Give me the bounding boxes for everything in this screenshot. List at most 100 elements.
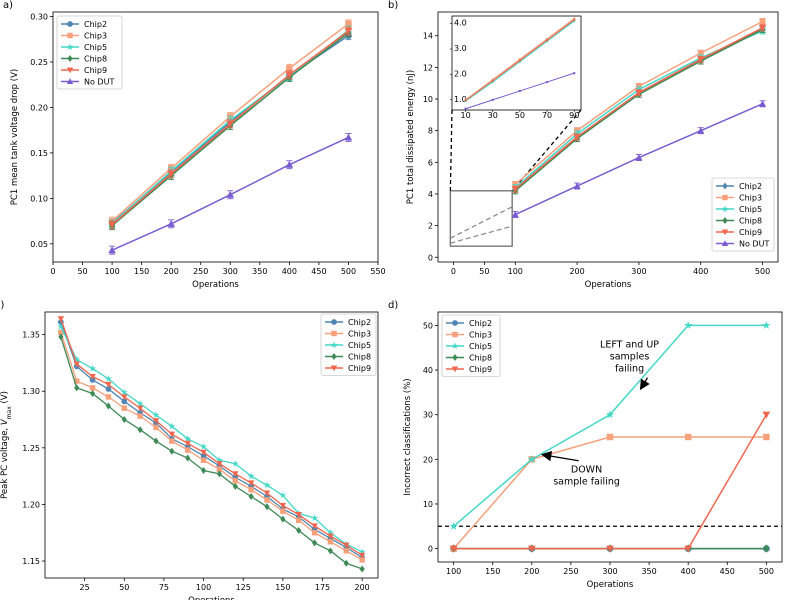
legend-marker: [452, 320, 458, 326]
data-point: [684, 321, 693, 329]
data-point: [105, 402, 111, 410]
x-tick-label: 0: [451, 267, 456, 276]
legend-marker: [451, 366, 459, 373]
y-tick-label: 1.35: [22, 331, 40, 340]
data-point: [169, 447, 175, 455]
y-tick-label: 4: [428, 190, 433, 199]
legend-marker: [66, 43, 74, 50]
y-axis-label: PC1 mean tank voltage drop (V): [10, 69, 20, 205]
x-tick-label: 400: [282, 267, 297, 276]
inset-x-tick-label: 90: [569, 111, 579, 120]
panel-label: d): [388, 300, 398, 311]
axes-frame: [437, 11, 779, 263]
data-point: [232, 477, 239, 484]
data-point: [121, 416, 127, 424]
legend-label: Chip8: [469, 354, 492, 363]
x-tick-label: 125: [236, 583, 251, 592]
legend-label: Chip8: [739, 217, 762, 226]
legend-label: Chip3: [739, 194, 762, 203]
x-tick-label: 50: [479, 267, 489, 276]
series-chip9: [449, 411, 771, 553]
legend-label: Chip5: [84, 43, 107, 52]
axes-frame: [44, 311, 379, 579]
y-tick-label: 10: [423, 500, 433, 509]
x-tick-label: 250: [193, 267, 208, 276]
y-tick-label: 20: [423, 455, 433, 464]
legend-label: Chip3: [348, 330, 371, 339]
data-point: [762, 411, 771, 419]
y-axis-label: Peak PC voltage, Vmax (V): [0, 391, 13, 499]
data-point: [759, 100, 767, 107]
zoom-connector: [449, 109, 453, 191]
panel-c: c) 25 50 75 100 125 150 175 200 1.15 1.20 1.25 1.30 1…: [0, 300, 379, 600]
data-point: [89, 377, 96, 383]
x-tick-label: 550: [370, 267, 385, 276]
data-point: [527, 454, 536, 463]
series-line: [60, 326, 363, 553]
data-point: [169, 438, 175, 444]
data-point: [343, 542, 350, 549]
legend-label: Chip3: [469, 331, 492, 340]
data-point: [104, 375, 112, 382]
series-line: [453, 436, 767, 550]
y-tick-label: 8: [428, 127, 433, 136]
y-tick-label: 0.20: [30, 103, 48, 112]
data-point: [184, 447, 191, 453]
data-point: [279, 491, 287, 499]
data-point: [358, 552, 366, 559]
data-point: [528, 545, 536, 553]
x-tick-label: 100: [446, 567, 461, 576]
data-point: [200, 457, 207, 464]
inset-x-tick-label: 30: [488, 111, 498, 120]
legend-label: Chip9: [469, 365, 492, 374]
inset: 10 30 50 70 90 1.0 2.0 3.0 4.0: [450, 15, 582, 120]
data-point: [285, 71, 294, 79]
x-tick-label: 175: [315, 583, 330, 592]
y-tick-label: 30: [423, 411, 433, 420]
annotation-arrow: [540, 451, 579, 462]
annotation-text: DOWN: [571, 465, 602, 476]
data-point: [344, 28, 353, 35]
legend-box: [441, 314, 501, 377]
y-tick-label: 0.25: [30, 58, 48, 67]
y-axis-label: PC1 total dissipated energy (nJ): [406, 70, 416, 204]
data-point: [327, 533, 334, 540]
data-point: [105, 381, 112, 388]
y-axis-label-part: (V): [0, 391, 10, 406]
y-tick-label: 50: [423, 321, 433, 330]
data-point: [90, 389, 96, 398]
data-point: [344, 133, 353, 141]
data-point: [263, 490, 271, 497]
data-point: [185, 454, 191, 462]
legend-label: Chip8: [84, 55, 107, 64]
data-point: [73, 378, 80, 384]
x-axis-label: Operations: [188, 596, 235, 600]
series-line: [60, 336, 363, 570]
data-point: [285, 160, 294, 168]
data-point: [74, 384, 80, 392]
inset-data-point: [573, 71, 576, 75]
data-point: [137, 413, 143, 419]
legend-marker: [67, 32, 73, 39]
legend-label: No DUT: [84, 78, 114, 87]
inset-x-tick-label: 70: [542, 111, 552, 120]
data-point: [215, 456, 223, 464]
legend-label: Chip2: [348, 318, 371, 327]
data-point: [605, 410, 615, 419]
data-point: [247, 480, 255, 487]
legend-box: [320, 313, 377, 376]
legend-marker: [66, 67, 74, 74]
x-axis-label: Operations: [585, 280, 632, 290]
legend-marker: [67, 21, 73, 27]
series-no-dut: [511, 100, 767, 218]
x-tick-label: 350: [641, 567, 656, 576]
x-tick-label: 50: [77, 267, 87, 276]
data-point: [89, 385, 96, 391]
data-point: [232, 482, 238, 490]
data-point: [684, 433, 692, 441]
legend-label: Chip2: [84, 20, 107, 29]
legend-marker: [331, 330, 337, 337]
legend-label: Chip5: [469, 342, 492, 351]
data-point: [168, 431, 176, 438]
